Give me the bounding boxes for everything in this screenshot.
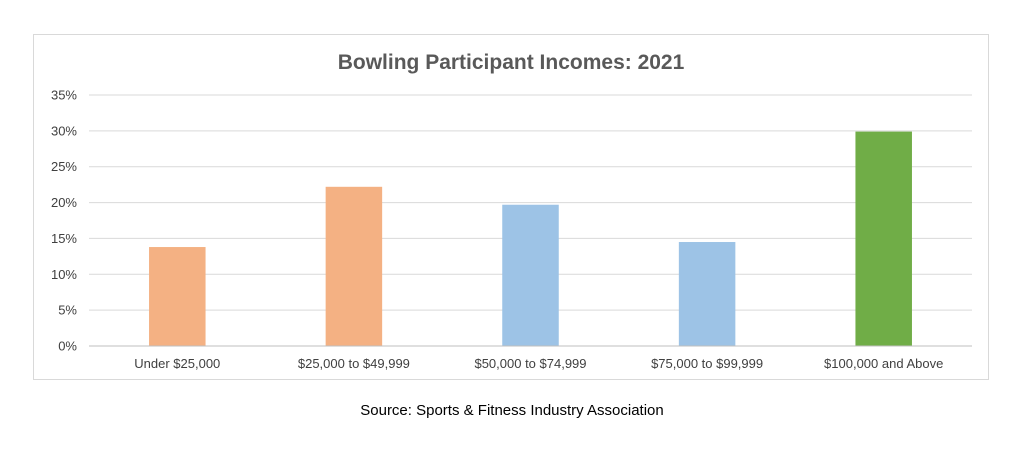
x-category-label: $100,000 and Above (824, 356, 943, 371)
source-note: Source: Sports & Fitness Industry Associ… (360, 402, 664, 419)
y-tick-label: 0% (58, 339, 77, 354)
y-tick-label: 10% (51, 267, 77, 282)
bar-5 (855, 131, 912, 346)
bar-2 (325, 186, 383, 346)
bars (149, 131, 912, 346)
y-tick-label: 30% (51, 123, 77, 138)
x-category-label: $50,000 to $74,999 (474, 356, 586, 371)
bar-4 (678, 242, 736, 346)
y-tick-label: 5% (58, 303, 77, 318)
y-axis-ticks: 0% 5% 10% 15% 20% 25% 30% 35% (51, 88, 77, 354)
chart-frame: Bowling Participant Incomes: 2021 0% 5% 10… (33, 34, 989, 380)
chart-title: Bowling Participant Incomes: 2021 (338, 51, 685, 74)
y-tick-label: 20% (51, 195, 77, 210)
x-axis-category-labels: Under $25,000 $25,000 to $49,999 $50,000 t… (134, 356, 943, 371)
bar-1 (149, 247, 206, 346)
x-category-label: $75,000 to $99,999 (651, 356, 763, 371)
x-category-label: $25,000 to $49,999 (298, 356, 410, 371)
y-tick-label: 35% (51, 88, 77, 103)
y-tick-label: 15% (51, 231, 77, 246)
bar-3 (502, 204, 559, 346)
y-tick-label: 25% (51, 159, 77, 174)
x-category-label: Under $25,000 (134, 356, 220, 371)
bar-chart: Bowling Participant Incomes: 2021 0% 5% 10… (51, 51, 972, 371)
